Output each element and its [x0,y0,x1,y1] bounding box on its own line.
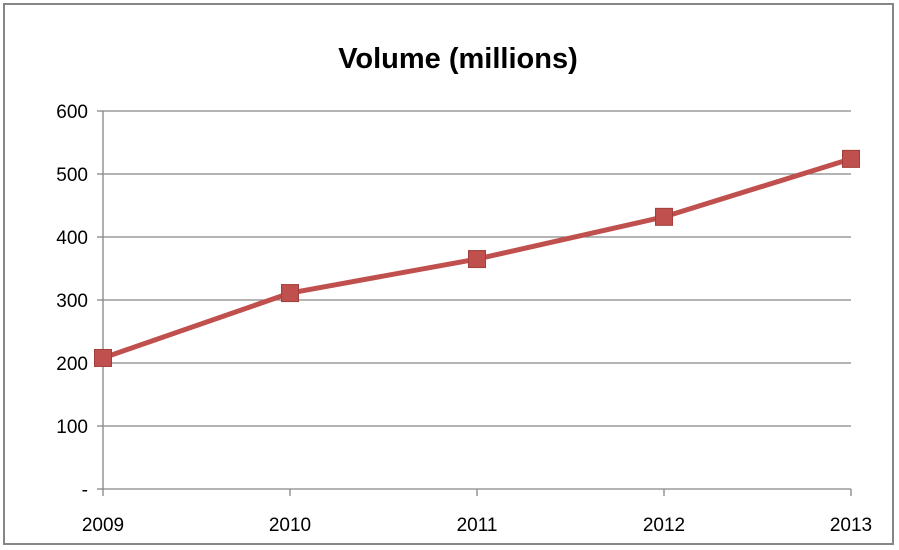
chart-frame [3,3,894,545]
x-tick-label: 2009 [82,515,124,536]
series-layer [94,149,860,367]
axes: - 100 200 300 400 500 600 2009 2010 2011 2012 2013 [56,102,872,536]
y-tick-label: - [82,480,88,501]
data-point-2010 [281,284,299,303]
data-point-2011 [468,250,486,269]
y-tick-label: 400 [56,228,88,249]
chart-title: Volume (millions) [338,43,578,75]
data-point-2013 [842,149,860,168]
gridlines [103,110,851,427]
x-tick-label: 2012 [643,515,685,536]
y-tick-label: 200 [56,354,88,375]
y-tick-label: 300 [56,291,88,312]
y-tick-label: 500 [56,165,88,186]
x-tick-label: 2011 [457,515,498,536]
x-tick-label: 2013 [830,515,872,536]
x-tick-label: 2010 [269,515,311,536]
data-point-2012 [655,207,673,226]
y-tick-label: 600 [56,102,88,123]
y-tick-label: 100 [56,417,88,438]
data-point-2009 [94,348,112,367]
